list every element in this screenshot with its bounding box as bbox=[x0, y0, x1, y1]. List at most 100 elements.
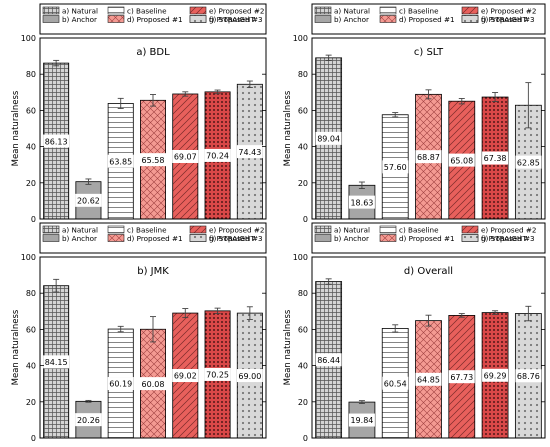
data-label-box bbox=[382, 160, 409, 174]
legend-label: f) Proposed #3 bbox=[209, 15, 263, 24]
data-label: 74.43 bbox=[238, 148, 261, 157]
data-label-box bbox=[75, 193, 102, 207]
y-tick-label: 100 bbox=[293, 34, 308, 43]
chart-2: 89.04 18.63 57.60 68.87 65.08 67.38 62.85 0 20 40… bbox=[283, 34, 546, 224]
legend-box bbox=[39, 3, 267, 35]
data-label-box bbox=[236, 369, 263, 383]
legend-swatch bbox=[379, 6, 397, 15]
y-axis-label: Mean naturalness bbox=[11, 309, 21, 385]
y-tick-label: 20 bbox=[298, 398, 308, 407]
y-tick-label: 0 bbox=[31, 215, 36, 224]
y-tick-label: 20 bbox=[298, 179, 308, 188]
data-label-box bbox=[515, 155, 542, 169]
legend-label: a) Natural bbox=[62, 226, 98, 235]
data-label-box bbox=[315, 131, 342, 145]
y-tick-label: 60 bbox=[298, 106, 308, 115]
data-label: 86.13 bbox=[45, 137, 68, 146]
y-tick-label: 40 bbox=[26, 362, 36, 371]
data-label-box bbox=[515, 369, 542, 383]
legend-label: f) Proposed #3 bbox=[481, 234, 535, 243]
legend-label: c) Baseline bbox=[399, 7, 439, 16]
legend-label: c) Baseline bbox=[127, 226, 167, 235]
chart-title: a) BDL bbox=[136, 47, 170, 58]
legend-label: d) Proposed #1 bbox=[127, 234, 183, 243]
legend-label: g) STRAIGHT bbox=[481, 234, 527, 243]
data-label: 68.76 bbox=[517, 372, 540, 381]
legend-label: d) Proposed #1 bbox=[399, 15, 455, 24]
plot-frame bbox=[311, 256, 546, 439]
y-tick-label: 100 bbox=[21, 253, 36, 262]
data-label: 60.08 bbox=[142, 380, 165, 389]
legend-label: e) Proposed #2 bbox=[209, 7, 264, 16]
chart-title: c) SLT bbox=[414, 47, 444, 58]
data-label-box bbox=[415, 372, 442, 386]
data-label: 60.54 bbox=[384, 379, 407, 388]
data-label: 65.08 bbox=[450, 156, 473, 165]
legend-swatch bbox=[314, 234, 332, 242]
data-label: 69.29 bbox=[484, 371, 507, 380]
legend-swatch bbox=[461, 6, 479, 15]
legend-label: g) STRAIGHT bbox=[209, 234, 255, 243]
data-label: 67.38 bbox=[484, 154, 507, 163]
legend-label: d) Proposed #1 bbox=[399, 234, 455, 243]
legend-label: c) Baseline bbox=[399, 226, 439, 235]
data-label: 70.25 bbox=[206, 371, 229, 380]
legend-label: e) Proposed #2 bbox=[209, 226, 264, 235]
y-tick-label: 40 bbox=[298, 143, 308, 152]
legend-swatch bbox=[379, 225, 397, 234]
legend-swatch bbox=[189, 225, 207, 234]
y-tick-label: 20 bbox=[26, 398, 36, 407]
y-axis-label: Mean naturalness bbox=[283, 90, 293, 166]
legend-swatch bbox=[107, 234, 125, 242]
data-label: 69.02 bbox=[174, 372, 197, 381]
legend-label: e) Proposed #2 bbox=[481, 226, 536, 235]
chart-title: b) JMK bbox=[137, 266, 169, 277]
data-label: 86.44 bbox=[317, 356, 340, 365]
y-tick-label: 80 bbox=[26, 70, 36, 79]
legend-swatch bbox=[314, 15, 332, 23]
legend-label: b) Anchor bbox=[62, 15, 97, 24]
y-tick-label: 0 bbox=[303, 215, 308, 224]
y-tick-label: 60 bbox=[26, 106, 36, 115]
y-axis-label: Mean naturalness bbox=[11, 90, 21, 166]
data-label-box bbox=[43, 134, 70, 148]
data-label: 70.24 bbox=[206, 152, 229, 161]
legend-swatch bbox=[189, 6, 207, 15]
legend-label: a) Natural bbox=[334, 7, 370, 16]
data-label-box bbox=[75, 413, 102, 427]
y-tick-label: 0 bbox=[303, 434, 308, 443]
data-label: 65.58 bbox=[142, 156, 165, 165]
y-tick-label: 80 bbox=[26, 289, 36, 298]
data-label-box bbox=[315, 353, 342, 367]
data-label-box bbox=[204, 148, 231, 162]
chart-4: 86.44 19.84 60.54 64.85 67.73 69.29 68.76 0 20 40… bbox=[283, 253, 546, 443]
legend-swatch bbox=[189, 15, 207, 23]
data-label: 57.60 bbox=[384, 163, 407, 172]
legend-swatch bbox=[314, 6, 332, 15]
data-label-box bbox=[204, 367, 231, 381]
legend-swatch bbox=[461, 234, 479, 242]
data-label-box bbox=[415, 150, 442, 164]
y-tick-label: 20 bbox=[26, 179, 36, 188]
legend-swatch bbox=[42, 15, 60, 23]
chart-1: 86.13 20.62 63.85 65.58 69.07 70.24 74.43 0 20 40… bbox=[11, 34, 267, 224]
data-label-box bbox=[448, 370, 475, 384]
chart-3: 84.15 20.26 60.19 60.08 69.02 70.25 69.00 0 20 40… bbox=[11, 253, 267, 443]
legend-label: f) Proposed #3 bbox=[209, 234, 263, 243]
data-label: 89.04 bbox=[317, 135, 340, 144]
legend-swatch bbox=[107, 225, 125, 234]
y-axis-label: Mean naturalness bbox=[283, 309, 293, 385]
data-label: 69.07 bbox=[174, 153, 197, 162]
legend-box bbox=[39, 222, 267, 254]
legend-label: d) Proposed #1 bbox=[127, 15, 183, 24]
data-label: 69.00 bbox=[238, 372, 261, 381]
plot-frame bbox=[39, 37, 267, 220]
data-label: 67.73 bbox=[450, 373, 473, 382]
y-tick-label: 40 bbox=[26, 143, 36, 152]
data-label-box bbox=[482, 368, 509, 382]
legend-swatch bbox=[107, 6, 125, 15]
